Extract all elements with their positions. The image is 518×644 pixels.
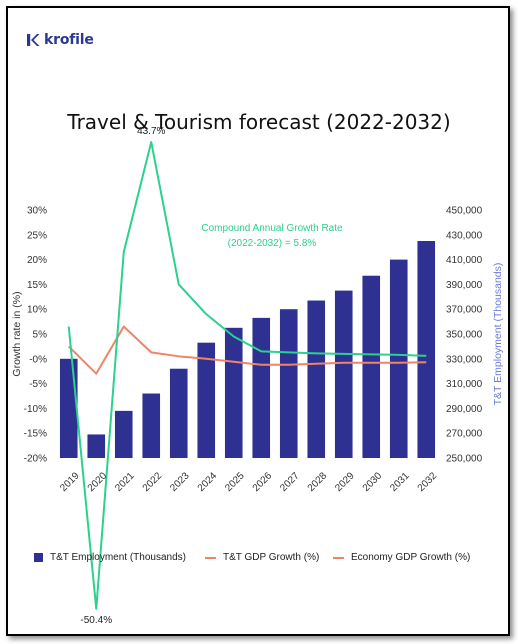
brand-logo: krofile [26, 32, 94, 48]
x-axis-tick-label: 2026 [251, 470, 275, 494]
legend-economy-gdp: Economy GDP Growth (%) [333, 552, 470, 563]
x-axis-tick-label: 2029 [333, 470, 357, 494]
right-axis-tick-label: 250,000 [446, 454, 483, 465]
x-axis-tick-label: 2024 [196, 470, 220, 494]
left-axis-tick-label: 25% [27, 230, 47, 241]
x-axis-tick-label: 2028 [306, 470, 330, 494]
legend-tt-gdp: T&T GDP Growth (%) [205, 552, 319, 563]
right-axis-tick-label: 330,000 [446, 354, 483, 365]
right-axis-tick-label: 450,000 [446, 206, 483, 217]
x-axis-tick-label: 2027 [278, 470, 302, 494]
x-axis-tick-label: 2030 [361, 470, 385, 494]
left-axis-tick-label: 15% [27, 280, 47, 291]
bar-employment-2023 [169, 368, 188, 458]
left-axis-tick-label: 5% [33, 330, 48, 341]
bar-employment-2019 [59, 358, 78, 458]
bar-employment-2025 [224, 327, 243, 458]
line-tt-gdp [67, 141, 427, 610]
bar-employment-2022 [142, 393, 161, 458]
bar-employment-2029 [334, 290, 353, 458]
left-axis-tick-label: 30% [27, 206, 47, 217]
x-axis-tick-label: 2021 [113, 470, 137, 494]
brand-name: krofile [44, 32, 94, 48]
x-axis-tick-label: 2031 [388, 470, 412, 494]
x-axis-tick-label: 2025 [223, 470, 247, 494]
bar-employment-2020 [87, 434, 106, 458]
right-axis-tick-label: 270,000 [446, 429, 483, 440]
legend-tt-gdp-swatch [205, 556, 216, 559]
chart-legend: T&T Employment (Thousands) T&T GDP Growt… [0, 552, 518, 570]
x-axis-tick-label: 2019 [58, 470, 82, 494]
left-axis-tick-label: -5% [29, 379, 47, 390]
annotation-cagr-line1: Compound Annual Growth Rate [201, 223, 343, 234]
krofile-logo-icon [27, 34, 40, 46]
legend-employment-swatch [34, 553, 43, 562]
right-axis-tick-label: 290,000 [446, 404, 483, 415]
legend-employment-label: T&T Employment (Thousands) [50, 552, 186, 563]
legend-economy-gdp-swatch [333, 556, 344, 559]
legend-tt-gdp-label: T&T GDP Growth (%) [223, 552, 320, 563]
bar-employment-2024 [197, 342, 216, 458]
legend-employment: T&T Employment (Thousands) [34, 552, 186, 563]
left-axis-tick-label: -20% [24, 454, 47, 465]
bar-employment-2032 [417, 241, 436, 458]
chart-title: Travel & Tourism forecast (2022-2032) [67, 110, 451, 134]
annotation-cagr-line2: (2022-2032) = 5.8% [228, 238, 317, 249]
bar-employment-2026 [252, 317, 271, 458]
right-axis-tick-label: 390,000 [446, 280, 483, 291]
x-axis-tick-label: 2022 [141, 470, 165, 494]
right-axis-tick-label: 350,000 [446, 330, 483, 341]
right-axis-tick-label: 430,000 [446, 230, 483, 241]
line-economy-gdp [68, 325, 427, 375]
annotation-peak: 43.7% [137, 126, 165, 137]
x-axis-tick-label: 2032 [416, 470, 440, 494]
legend-economy-gdp-label: Economy GDP Growth (%) [351, 552, 471, 563]
bar-employment-2031 [389, 259, 408, 458]
left-axis-title: Growth rate in (%) [11, 291, 23, 376]
x-axis-tick-label: 2023 [168, 470, 192, 494]
left-axis-tick-label: 20% [27, 255, 47, 266]
bar-employment-2027 [279, 309, 298, 458]
left-axis-tick-label: -15% [24, 429, 47, 440]
bar-employment-2021 [114, 410, 133, 458]
bar-employment-2030 [362, 275, 381, 458]
right-axis-tick-label: 310,000 [446, 379, 483, 390]
left-axis-tick-label: 10% [27, 305, 47, 316]
bar-employment-2028 [307, 300, 326, 458]
right-axis-tick-label: 370,000 [446, 305, 483, 316]
right-axis-title: T&T Employment (Thousands) [492, 263, 504, 406]
left-axis-tick-label: -0% [29, 354, 47, 365]
right-axis-tick-label: 410,000 [446, 255, 483, 266]
annotation-low: -50.4% [80, 615, 112, 626]
left-axis-tick-label: -10% [24, 404, 47, 415]
